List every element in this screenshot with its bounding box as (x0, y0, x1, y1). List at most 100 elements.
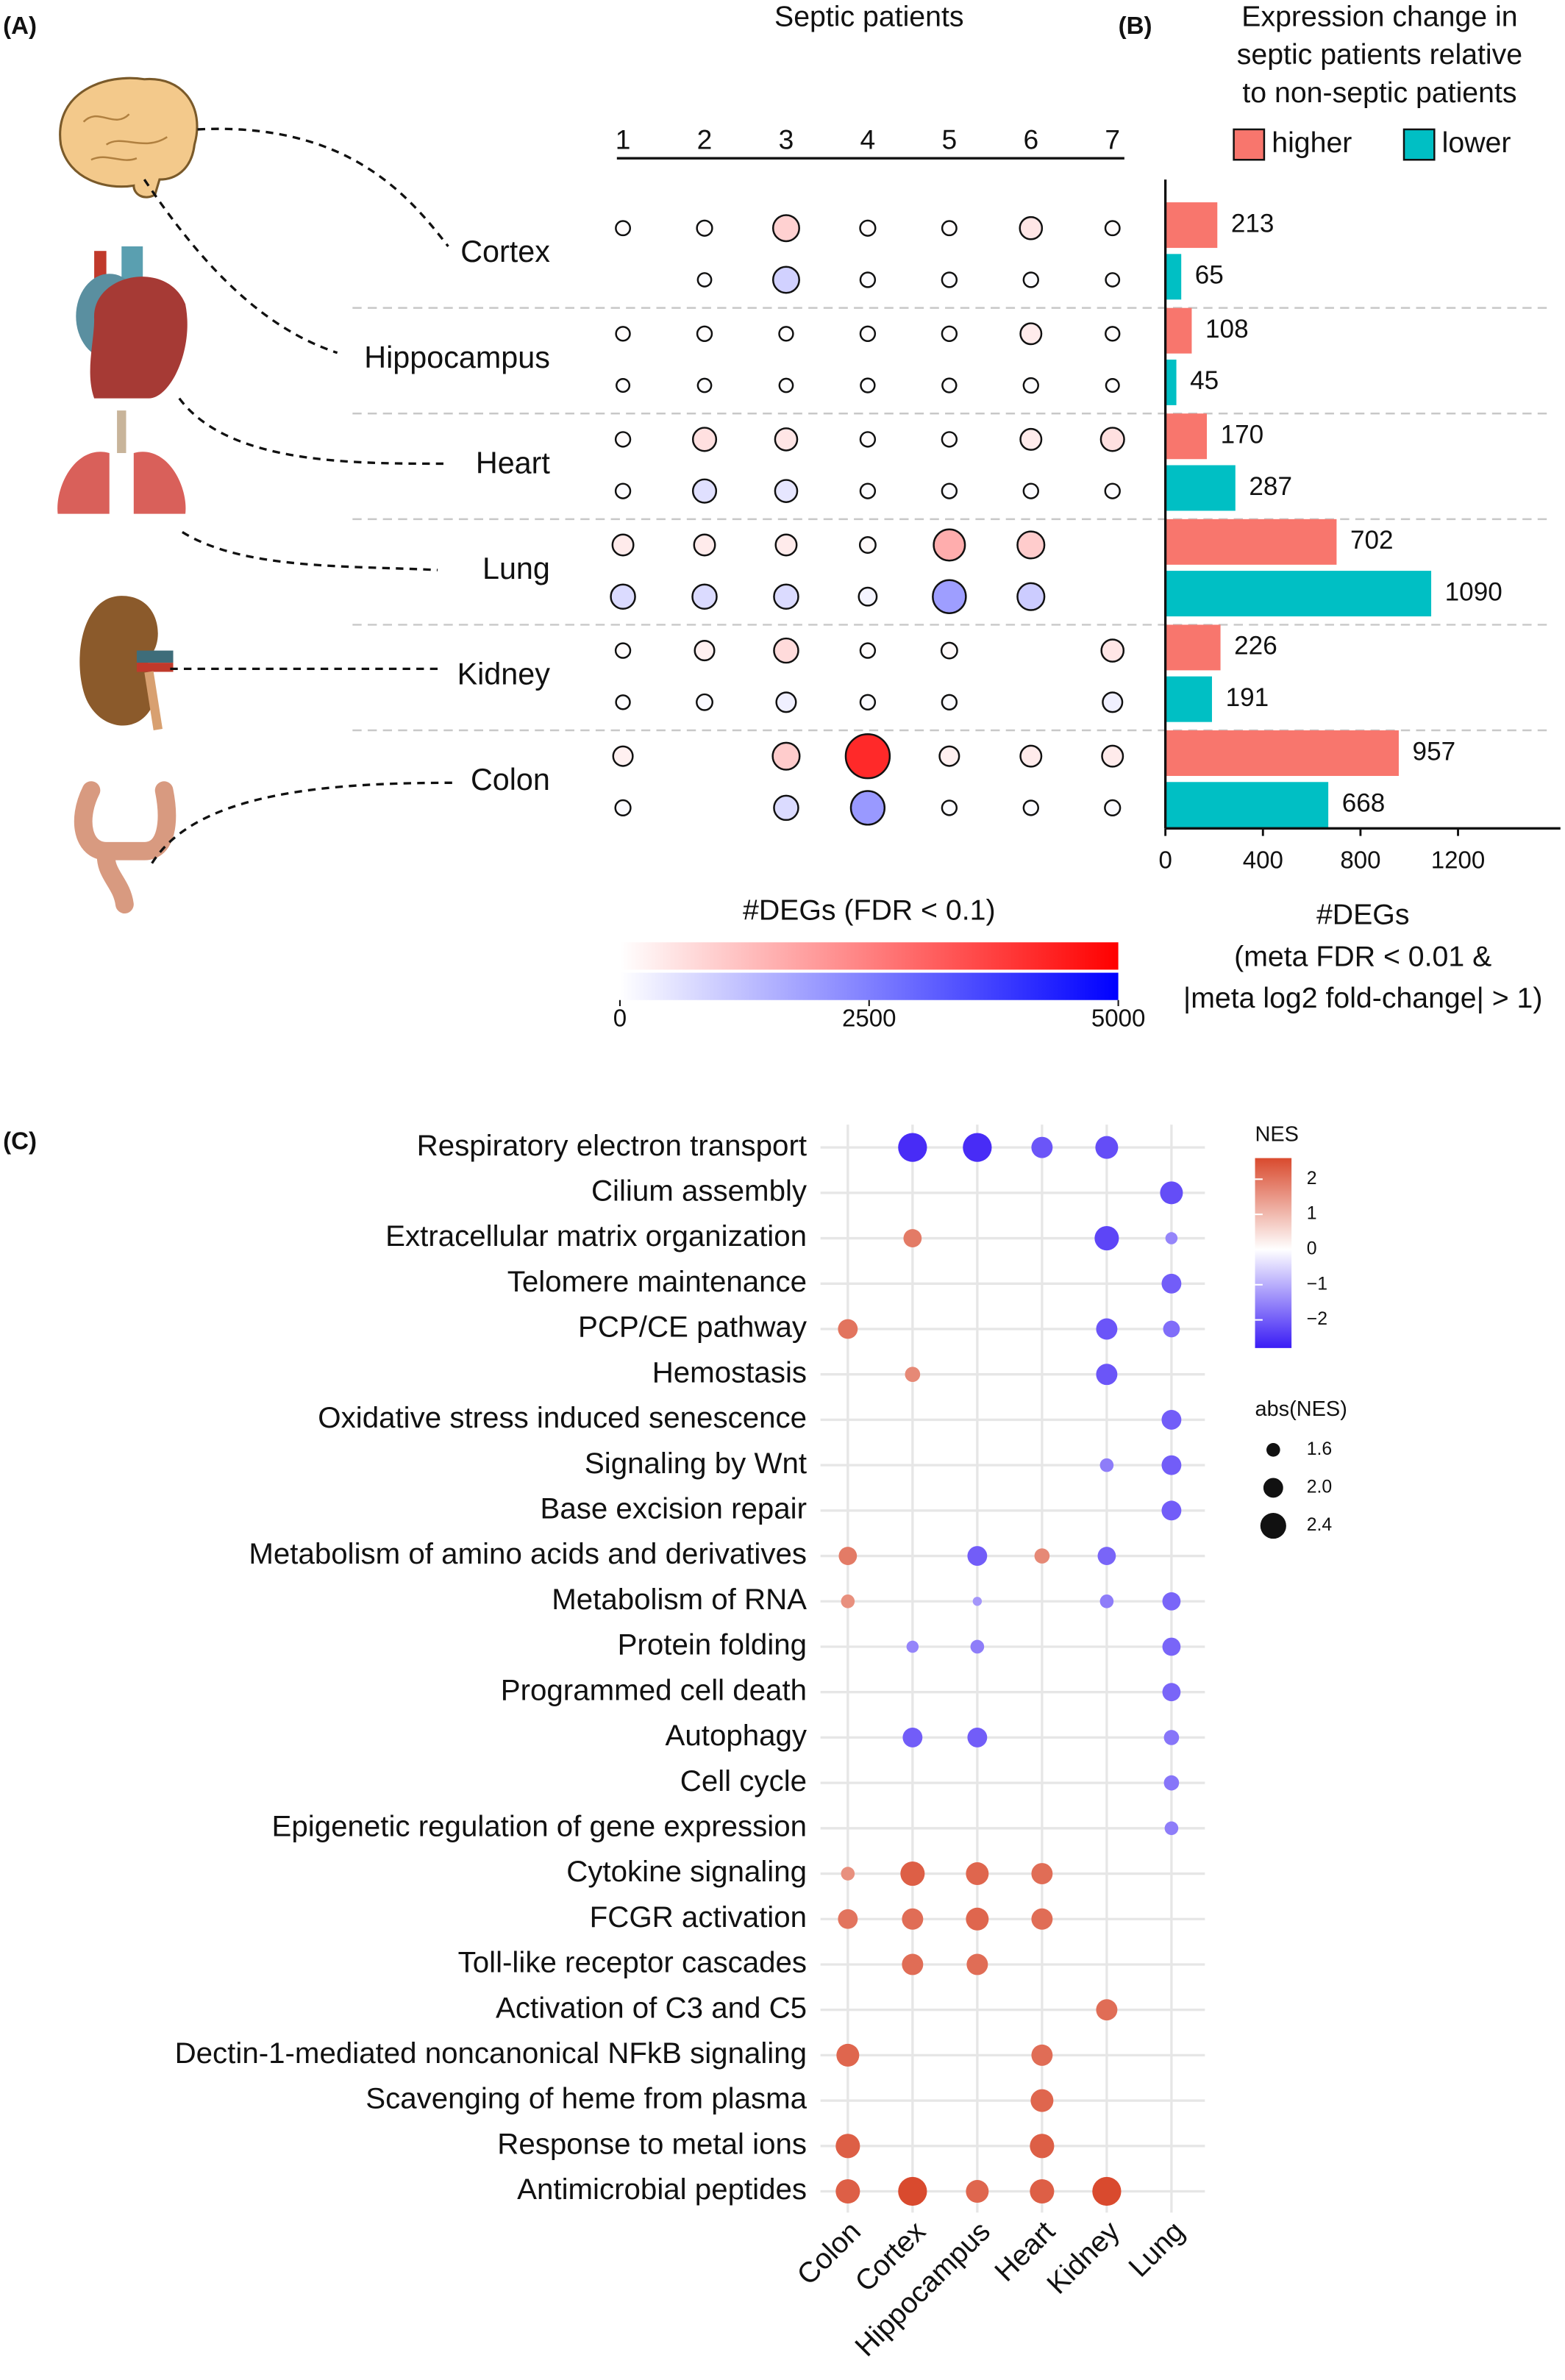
nes-dot (902, 1908, 924, 1930)
nes-dot (1030, 2178, 1055, 2204)
deg-dot (614, 799, 632, 817)
deg-dot (615, 694, 631, 710)
deg-dot (1022, 377, 1039, 394)
deg-dot (616, 378, 631, 393)
nes-dot (1096, 1318, 1118, 1340)
deg-dot (1100, 638, 1125, 663)
row-label: Colon (471, 763, 550, 797)
nes-dot (1099, 1594, 1114, 1608)
brain (59, 76, 199, 199)
deg-dot (615, 326, 631, 342)
nes-dot (1161, 1273, 1182, 1294)
value-label: 1090 (1445, 577, 1502, 606)
deg-dot (696, 325, 713, 342)
nes-dot (900, 1861, 925, 1886)
nes-dot (1161, 1455, 1182, 1475)
panel-label: (C) (3, 1128, 37, 1155)
value-label: 287 (1249, 472, 1292, 501)
deg-dot (773, 637, 799, 664)
row-label: Antimicrobial peptides (517, 2173, 807, 2206)
colorbar (1255, 1158, 1292, 1348)
deg-dot (1019, 744, 1043, 768)
bar (1165, 676, 1212, 722)
deg-dot (859, 642, 877, 659)
deg-dot (858, 586, 878, 607)
value-label: 45 (1190, 366, 1219, 395)
size-legend-title: abs(NES) (1255, 1397, 1347, 1421)
deg-dot (941, 220, 958, 237)
legend-label: lower (1442, 127, 1511, 159)
chart-title: Septic patients (774, 0, 963, 32)
colorbar-tick-label: 0 (613, 1005, 627, 1032)
deg-dot (933, 528, 966, 562)
nes-dot (1031, 1908, 1053, 1930)
nes-dot (1031, 1136, 1053, 1158)
heart (76, 246, 188, 399)
deg-dot (932, 579, 967, 614)
value-label: 226 (1234, 632, 1277, 660)
colorbar-tick-label: 2500 (842, 1005, 896, 1032)
deg-dot (1022, 271, 1039, 288)
nes-dot (1163, 1320, 1180, 1338)
nes-dot (966, 1953, 988, 1975)
row-label: Cytokine signaling (566, 1855, 807, 1888)
column-label: 2 (697, 124, 713, 154)
chart-title: septic patients relative (1237, 38, 1522, 71)
bar (1165, 571, 1432, 617)
row-label: Programmed cell death (501, 1673, 807, 1706)
deg-dot (610, 583, 636, 610)
deg-dot (771, 741, 801, 771)
nes-dot (1161, 1409, 1182, 1430)
nes-dot (1095, 1136, 1119, 1159)
colorbar-tick-label: 5000 (1091, 1005, 1146, 1032)
deg-dot (849, 790, 886, 826)
row-label: Heart (476, 446, 551, 480)
nes-dot (902, 1727, 923, 1747)
nes-dot (1096, 1364, 1118, 1386)
x-axis-label: #DEGs (1316, 898, 1410, 930)
size-legend-label: 1.6 (1307, 1439, 1332, 1459)
nes-dot (1092, 2176, 1122, 2206)
colon (74, 781, 177, 913)
deg-dot (771, 214, 800, 243)
row-label: Hippocampus (364, 341, 550, 374)
colorbar-title: NES (1255, 1122, 1299, 1146)
nes-dot (1096, 1999, 1118, 2021)
column-label: 7 (1105, 124, 1120, 154)
deg-dot (859, 431, 877, 448)
nes-dot (1034, 1548, 1050, 1564)
deg-dot (696, 272, 713, 288)
deg-dot (614, 431, 632, 448)
deg-dot (778, 326, 794, 342)
x-tick-label: 400 (1243, 847, 1283, 874)
deg-dot (778, 377, 794, 393)
deg-dot (774, 427, 799, 452)
deg-dot (696, 693, 713, 711)
bar (1165, 254, 1182, 300)
panel-label: (A) (3, 13, 37, 40)
row-label: Cortex (460, 235, 550, 268)
nes-dot (963, 1133, 992, 1162)
value-label: 702 (1350, 526, 1394, 555)
colorbar-title: #DEGs (FDR < 0.1) (743, 894, 996, 926)
row-label: Activation of C3 and C5 (496, 1991, 807, 2024)
deg-dot (941, 377, 958, 393)
row-label: Response to metal ions (497, 2127, 807, 2160)
x-tick-label: 800 (1340, 847, 1380, 874)
nes-dot (898, 2176, 927, 2206)
deg-dot (1105, 272, 1121, 288)
nes-dot (1097, 1547, 1116, 1565)
nes-dot (1030, 2134, 1055, 2159)
deg-dot (773, 794, 799, 822)
row-label: Protein folding (618, 1628, 807, 1661)
nes-dot (970, 1639, 985, 1654)
size-legend-dot (1266, 1442, 1280, 1457)
row-label: Base excision repair (540, 1492, 807, 1525)
row-label: Metabolism of RNA (552, 1583, 807, 1616)
nes-dot (841, 1867, 855, 1881)
nes-dot (1099, 1458, 1114, 1472)
size-legend-dot (1263, 1478, 1283, 1498)
row-label: Telomere maintenance (507, 1265, 807, 1298)
nes-dot (1162, 1592, 1181, 1611)
